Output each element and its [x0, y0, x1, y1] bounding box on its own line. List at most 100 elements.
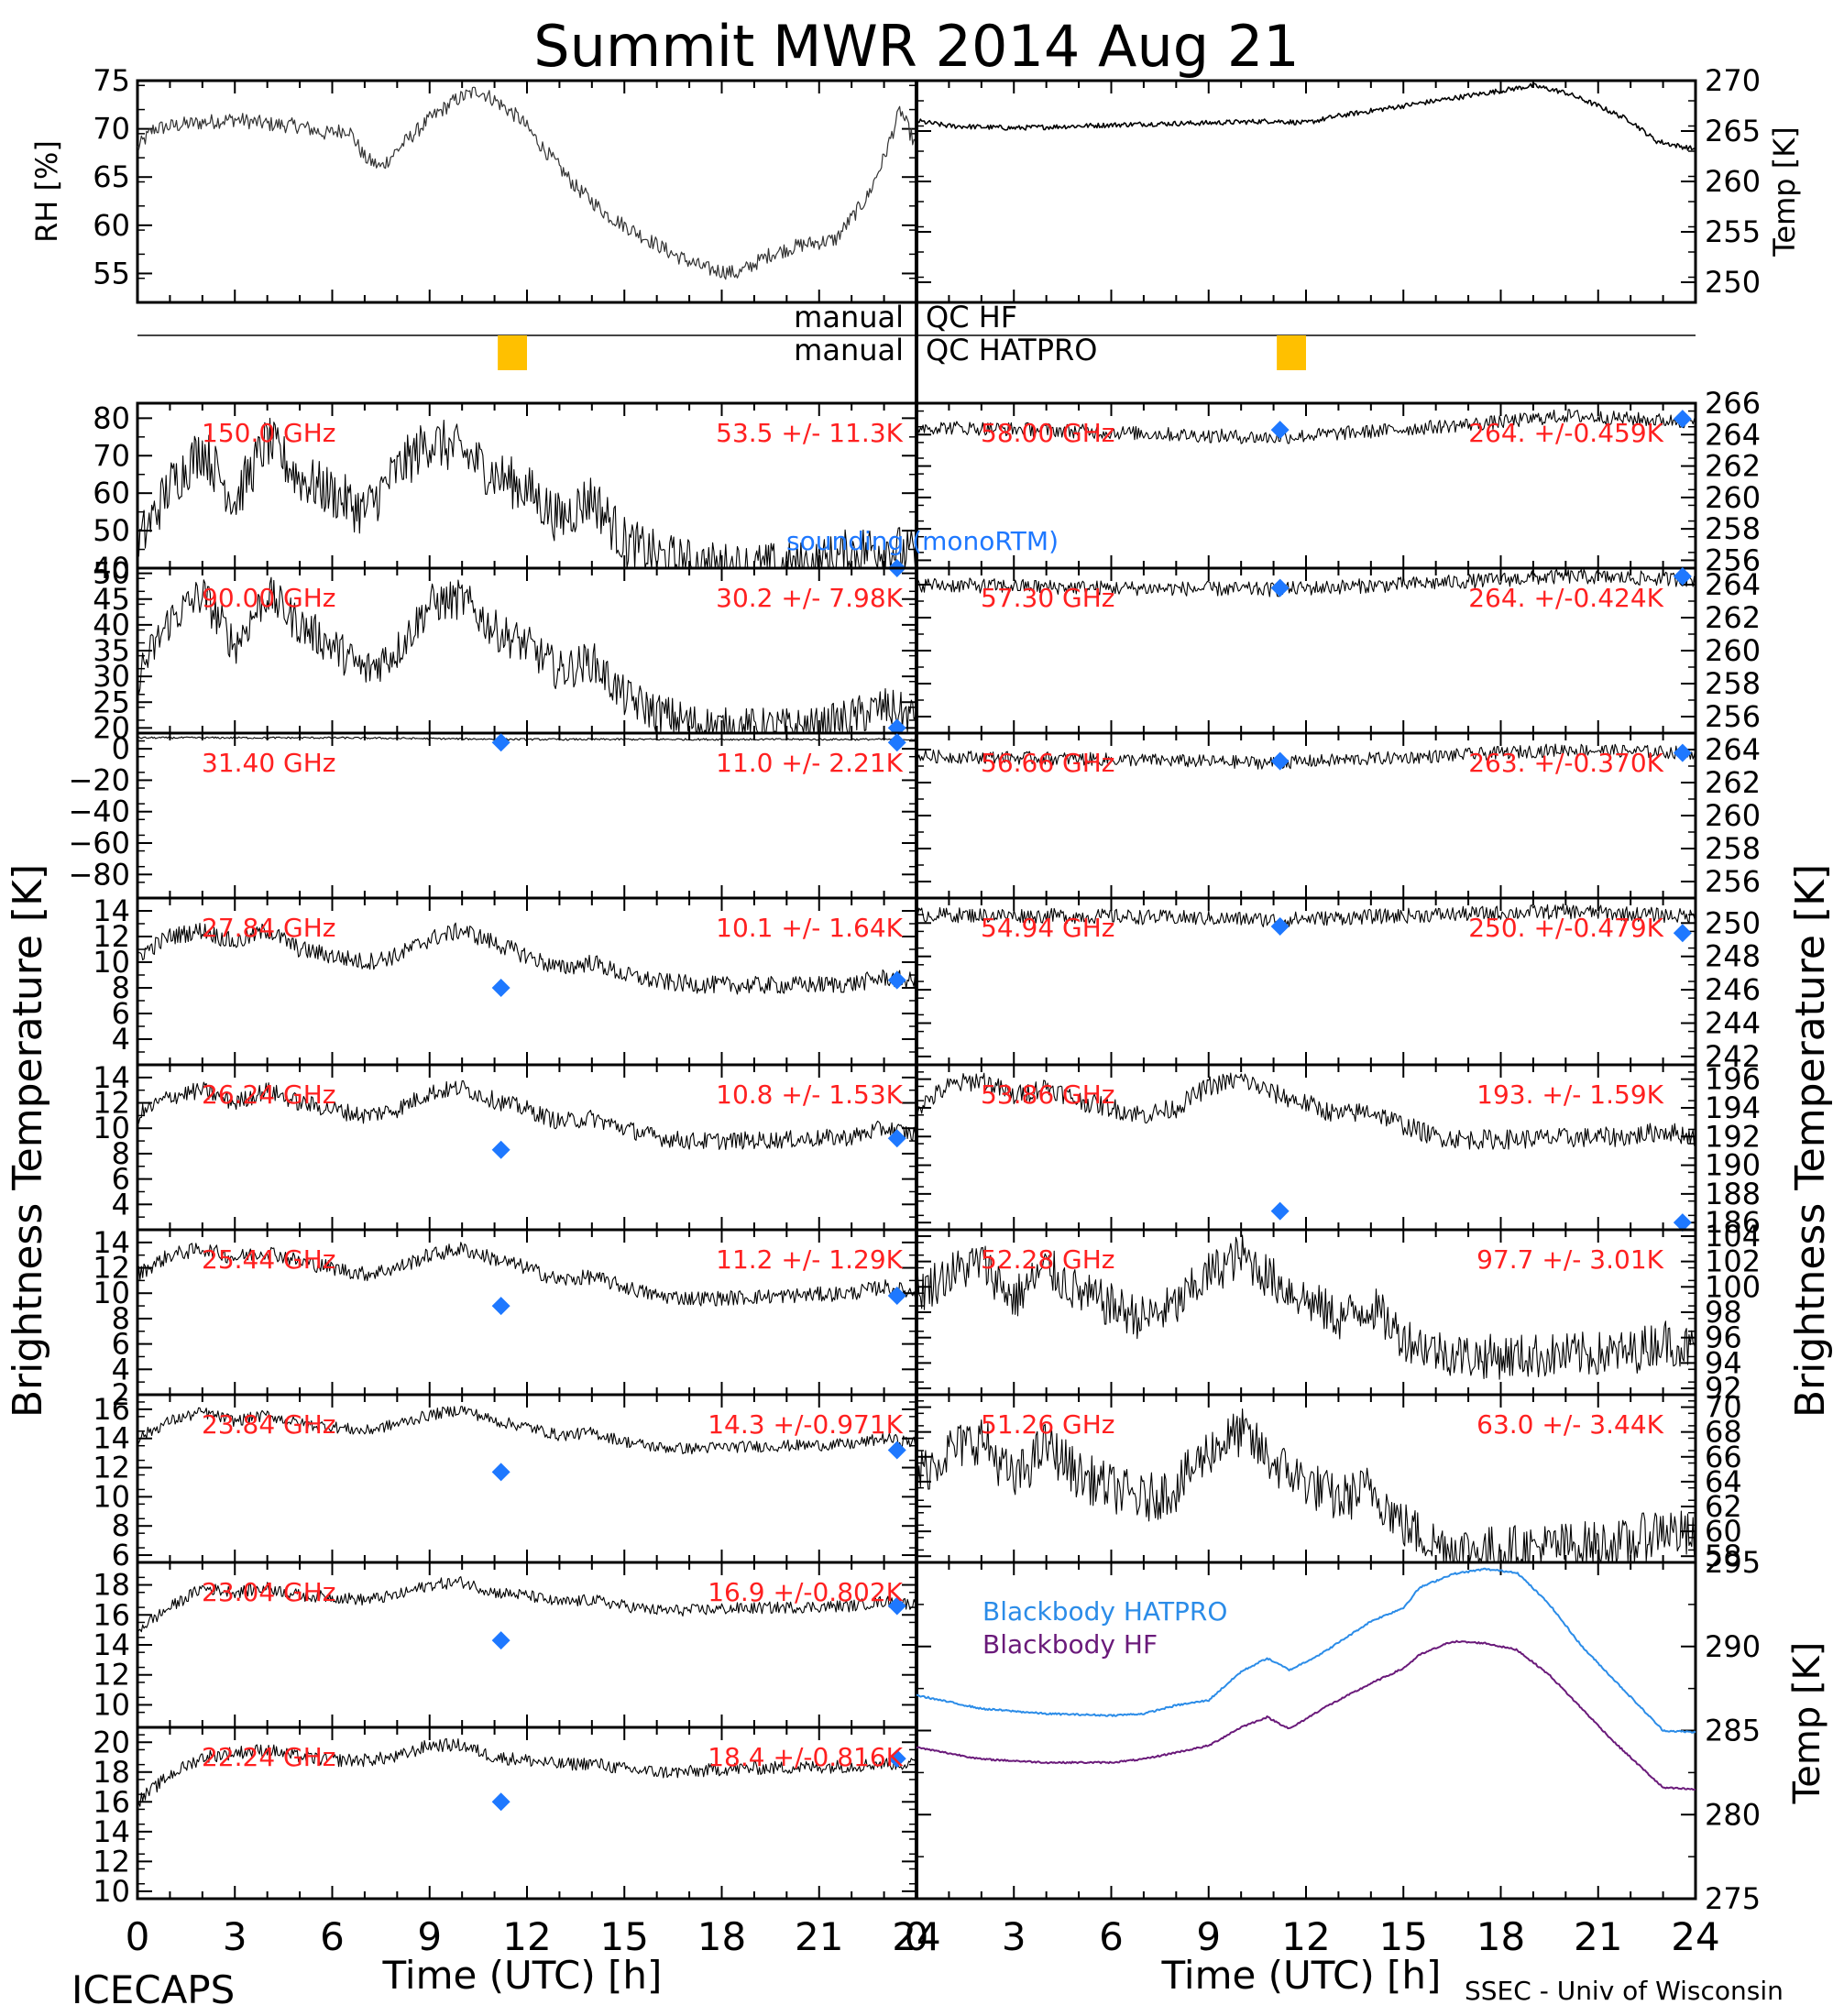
left-channel-7-trace [137, 1576, 917, 1633]
right-channel-1-ytick-label: 256 [1705, 699, 1761, 734]
left-channel-8-ytick-label: 18 [93, 1755, 130, 1790]
left-channel-0-ytick-label: 70 [93, 438, 130, 473]
x-tick-label-left: 0 [126, 1914, 150, 1959]
left-channel-5-ytick-label: 6 [112, 1327, 130, 1362]
x-tick-label-left: 9 [417, 1914, 442, 1959]
right-channel-1-ytick-label: 258 [1705, 666, 1761, 701]
y-axis-label-right: Brightness Temperature [K] [1787, 864, 1833, 1418]
blackbody-axes-ytick-label: 280 [1705, 1797, 1761, 1832]
left-channel-1-ytick-label: 40 [93, 608, 130, 642]
left-channel-6-ytick-label: 6 [112, 1538, 130, 1572]
right-channel-6-freq-label: 51.26 GHz [981, 1409, 1115, 1440]
right-channel-1-sounding-point [1673, 567, 1692, 586]
right-channel-4-trace [916, 1072, 1696, 1150]
qc-hatpro-label: QC HATPRO [926, 333, 1097, 367]
right-channel-1-trace [916, 568, 1696, 597]
left-channel-2-trace [137, 736, 917, 741]
blackbody-axes-ytick-label: 295 [1705, 1545, 1761, 1580]
footer-left: ICECAPS [71, 1967, 235, 2012]
sounding-legend: sounding (monoRTM) [786, 526, 1059, 556]
left-channel-6-ytick-label: 10 [93, 1479, 130, 1514]
temp-panel: 250 255 260 265 270 [915, 63, 1761, 304]
left-channel-0-trace [137, 417, 917, 569]
rh-panel: 55 60 65 70 75 [93, 63, 918, 304]
left-channel-2-ytick-label: −60 [68, 826, 130, 860]
right-channel-1-ytick-label: 262 [1705, 600, 1761, 635]
figure-title: Summit MWR 2014 Aug 21 [533, 13, 1299, 80]
left-channel-0-stat-label: 53.5 +/- 11.3K [716, 418, 903, 448]
qc-flag-hatpro [498, 335, 527, 370]
left-channel-6-sounding-point [887, 1441, 906, 1460]
left-channel-5-ytick-label: 4 [112, 1352, 130, 1386]
left-channel-5-ytick-label: 12 [93, 1251, 130, 1286]
left-channel-6-ytick-label: 12 [93, 1451, 130, 1485]
left-channel-5-stat-label: 11.2 +/- 1.29K [716, 1244, 903, 1275]
left-channel-5-sounding-point [887, 1287, 906, 1305]
blackbody-axes-ytick-label: 290 [1705, 1629, 1761, 1664]
right-channel-1-sounding-point [1270, 578, 1290, 597]
temp-panel-ytick-label: 260 [1705, 164, 1761, 199]
right-channel-5-stat-label: 97.7 +/- 3.01K [1476, 1244, 1663, 1275]
right-channel-4-stat-label: 193. +/- 1.59K [1476, 1079, 1663, 1110]
left-channel-8-sounding-point [491, 1792, 510, 1812]
left-channel-3-ytick-label: 6 [112, 996, 130, 1031]
rh-panel-ytick-label: 55 [93, 256, 130, 290]
rh-ylabel: RH [%] [29, 140, 64, 243]
right-channel-3-freq-label: 54.94 GHz [981, 913, 1115, 943]
temp-ylabel: Temp [K] [1767, 126, 1802, 257]
left-channel-7-ytick-label: 16 [93, 1597, 130, 1632]
left-channel-5-freq-label: 25.44 GHz [202, 1244, 336, 1275]
right-channel-3-trace [916, 903, 1696, 927]
left-channel-8-ytick-label: 14 [93, 1814, 130, 1849]
left-channel-8-sounding-point [887, 1749, 906, 1769]
right-channel-2-ytick-label: 260 [1705, 798, 1761, 833]
left-channel-4-trace [137, 1079, 917, 1150]
right-channel-2-trace [916, 743, 1696, 770]
bb-hf-series [916, 1639, 1696, 1791]
right-channel-5-ytick-label: 98 [1705, 1295, 1742, 1330]
left-channel-5-ytick-label: 14 [93, 1225, 130, 1260]
x-tick-label-right: 18 [1476, 1914, 1525, 1959]
x-tick-label-left: 6 [320, 1914, 345, 1959]
right-channel-3-ytick-label: 244 [1705, 1006, 1761, 1041]
qc-hatpro-manual-label: manual [794, 333, 904, 367]
left-channel-6-ytick-label: 16 [93, 1392, 130, 1427]
left-channel-5-trace [137, 1242, 917, 1307]
right-channel-6-stat-label: 63.0 +/- 3.44K [1476, 1409, 1663, 1440]
rh-panel-ytick-label: 70 [93, 112, 130, 147]
right-channel-3-stat-label: 250. +/-0.479K [1468, 913, 1663, 943]
right-channel-3-ytick-label: 248 [1705, 939, 1761, 974]
left-channel-4-ytick-label: 12 [93, 1086, 130, 1121]
left-channel-5-ytick-label: 8 [112, 1301, 130, 1336]
left-channel-0-ytick-label: 80 [93, 400, 130, 435]
qc-flag-hatpro [1277, 335, 1306, 370]
right-channel-3-ytick-label: 250 [1705, 905, 1761, 940]
left-channel-4-ytick-label: 8 [112, 1136, 130, 1171]
right-channel-3-ytick-label: 246 [1705, 972, 1761, 1007]
right-channel-4-ytick-label: 188 [1705, 1177, 1761, 1211]
blackbody-panel: 275 280 285 290 295 Blackbody HATPROBlackbody… [915, 1545, 1828, 1916]
left-channel-2-stat-label: 11.0 +/- 2.21K [716, 748, 903, 778]
right-channel-5-ytick-label: 92 [1705, 1371, 1742, 1406]
footer-right: SSEC - Univ of Wisconsin [1465, 1976, 1784, 2006]
left-channel-0-ytick-label: 60 [93, 476, 130, 510]
left-channel-2-ytick-label: −80 [68, 857, 130, 892]
rh-series [137, 86, 917, 280]
left-channel-6-ytick-label: 8 [112, 1508, 130, 1543]
x-tick-label-left: 12 [502, 1914, 551, 1959]
left-channel-8-ytick-label: 12 [93, 1844, 130, 1879]
bb-hatpro-series [916, 1567, 1696, 1734]
right-channel-2-ytick-label: 258 [1705, 831, 1761, 866]
left-channel-0-ytick-label: 40 [93, 551, 130, 586]
left-channel-0-ytick-label: 50 [93, 513, 130, 548]
right-channel-1-stat-label: 264. +/-0.424K [1468, 583, 1663, 613]
left-channel-8-ytick-label: 10 [93, 1874, 130, 1909]
temp-panel-ytick-label: 250 [1705, 265, 1761, 300]
x-axis-label-left: Time (UTC) [h] [382, 1953, 663, 1998]
left-channel-2-ytick-label: −40 [68, 794, 130, 829]
